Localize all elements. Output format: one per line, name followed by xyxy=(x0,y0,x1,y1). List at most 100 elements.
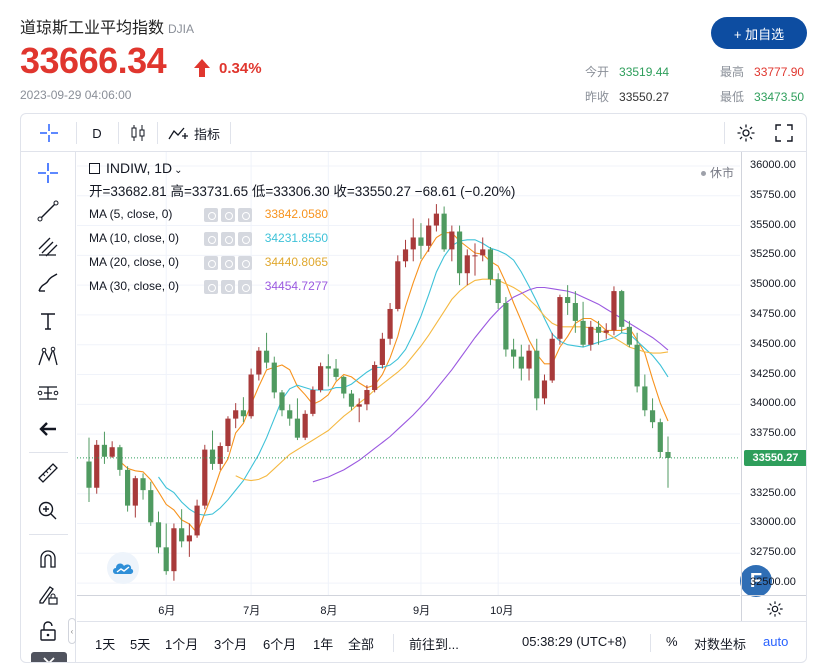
chevron-down-icon[interactable]: ⌄ xyxy=(174,165,183,176)
eye-icon[interactable] xyxy=(204,255,219,270)
candle-body xyxy=(441,213,447,250)
close-icon[interactable] xyxy=(238,279,253,294)
range-1y[interactable]: 1年 xyxy=(313,637,334,652)
time-tick-label: 6月 xyxy=(158,605,176,617)
brush-tool[interactable] xyxy=(33,268,63,298)
ma-label[interactable]: MA (20, close, 0) xyxy=(89,255,180,269)
candle-body xyxy=(356,404,362,407)
percent-scale-toggle[interactable]: % xyxy=(666,634,678,649)
chart-type-button[interactable] xyxy=(125,121,151,145)
ma-label[interactable]: MA (30, close, 0) xyxy=(89,279,180,293)
log-scale-toggle[interactable]: 对数坐标 xyxy=(694,637,747,652)
fib-tool[interactable] xyxy=(33,232,63,262)
range-5d[interactable]: 5天 xyxy=(130,637,151,652)
collapse-toolbar-button[interactable] xyxy=(31,652,67,662)
axis-settings-button[interactable] xyxy=(741,595,806,621)
price-tick-label: 35000.00 xyxy=(750,278,796,291)
pencil-lock-icon xyxy=(39,586,58,605)
goto-date-button[interactable]: 前往到... xyxy=(409,637,459,652)
candle xyxy=(125,466,131,512)
chart-widget: D 指标 xyxy=(20,113,807,663)
symbol-label[interactable]: INDIW, 1D xyxy=(106,160,173,176)
text-tool[interactable] xyxy=(33,306,63,336)
range-1m[interactable]: 1个月 xyxy=(165,637,199,652)
toolbar-expand-handle[interactable]: ‹ xyxy=(68,618,76,644)
candle-body xyxy=(302,413,308,438)
crosshair-tool[interactable] xyxy=(34,121,64,145)
crosshair-icon xyxy=(40,124,58,142)
ma-label[interactable]: MA (10, close, 0) xyxy=(89,231,180,245)
pattern-tool[interactable] xyxy=(33,342,63,372)
prediction-tool[interactable] xyxy=(33,378,63,408)
range-6m[interactable]: 6个月 xyxy=(263,637,297,652)
gear-icon[interactable] xyxy=(221,207,236,222)
time-tick-label: 9月 xyxy=(412,605,431,617)
collapse-legend-icon[interactable] xyxy=(89,163,100,174)
cloud-logo-icon xyxy=(107,552,139,584)
price-tick-label: 32500.00 xyxy=(750,576,796,589)
chart-plot-area[interactable]: INDIW, 1D ⌄ 开=33682.81 高=33731.65 低=33306… xyxy=(77,152,772,597)
candle-body xyxy=(402,249,409,262)
cursor-cross-icon xyxy=(38,163,58,183)
candle-body xyxy=(318,366,324,391)
unlock-tool[interactable] xyxy=(33,616,63,646)
range-all[interactable]: 全部 xyxy=(348,637,375,652)
eye-icon[interactable] xyxy=(204,207,219,222)
candle-body xyxy=(472,255,478,257)
close-icon[interactable] xyxy=(238,207,253,222)
ruler-tool[interactable] xyxy=(33,458,63,488)
range-3m[interactable]: 3个月 xyxy=(214,637,248,652)
close-icon[interactable] xyxy=(238,231,253,246)
time-axis[interactable]: 6月 7月 8月 9月 10月 xyxy=(77,595,740,621)
price-axis[interactable]: 36000.00 35750.00 35500.00 35250.00 35000.00… xyxy=(741,152,806,595)
candle-body xyxy=(595,326,602,333)
candle-body xyxy=(626,326,632,345)
candle xyxy=(449,225,455,262)
close-icon[interactable] xyxy=(238,255,253,270)
settings-button[interactable] xyxy=(731,121,761,145)
candle xyxy=(194,499,200,538)
gear-icon[interactable] xyxy=(221,279,236,294)
interval-button[interactable]: D xyxy=(92,125,102,141)
candle xyxy=(472,243,478,276)
ruler-icon xyxy=(38,463,58,483)
gear-icon[interactable] xyxy=(221,231,236,246)
candle xyxy=(541,374,548,405)
candle-body xyxy=(541,380,548,399)
price-tick-label: 32750.00 xyxy=(750,546,796,559)
stat-high-value: 33777.90 xyxy=(754,65,805,79)
gear-icon xyxy=(737,124,755,142)
brand-f-icon[interactable]: F xyxy=(740,565,772,597)
clock-timezone[interactable]: 05:38:29 (UTC+8) xyxy=(522,634,627,649)
trend-line-tool[interactable] xyxy=(33,196,63,226)
add-watchlist-button[interactable]: + 加自选 xyxy=(711,17,807,49)
candle xyxy=(503,297,509,357)
back-tool[interactable] xyxy=(33,414,63,444)
candle-body xyxy=(179,528,185,542)
candle-body xyxy=(240,410,246,417)
indicators-button[interactable]: 指标 xyxy=(162,121,226,145)
lock-drawing-tool[interactable] xyxy=(33,580,63,610)
indicators-label: 指标 xyxy=(193,126,220,142)
auto-scale-toggle[interactable]: auto xyxy=(763,634,789,649)
candle-body xyxy=(186,535,192,542)
magnet-tool[interactable] xyxy=(33,544,63,574)
ma-label[interactable]: MA (5, close, 0) xyxy=(89,207,173,221)
candle xyxy=(148,481,154,526)
range-1d[interactable]: 1天 xyxy=(95,637,116,652)
gear-icon[interactable] xyxy=(221,255,236,270)
zoom-tool[interactable] xyxy=(33,496,63,526)
eye-icon[interactable] xyxy=(204,279,219,294)
eye-icon[interactable] xyxy=(204,231,219,246)
candle xyxy=(294,398,301,441)
candle-body xyxy=(426,225,432,246)
crosshair-tool-left[interactable] xyxy=(33,158,63,188)
candle-body xyxy=(294,418,301,438)
candle-body xyxy=(387,308,393,339)
candle-body xyxy=(487,249,494,280)
candle xyxy=(341,375,347,399)
fullscreen-button[interactable] xyxy=(769,121,799,145)
index-title: 道琼斯工业平均指数 DJIA xyxy=(20,14,194,38)
candle-body xyxy=(117,447,123,470)
candle xyxy=(487,247,494,286)
